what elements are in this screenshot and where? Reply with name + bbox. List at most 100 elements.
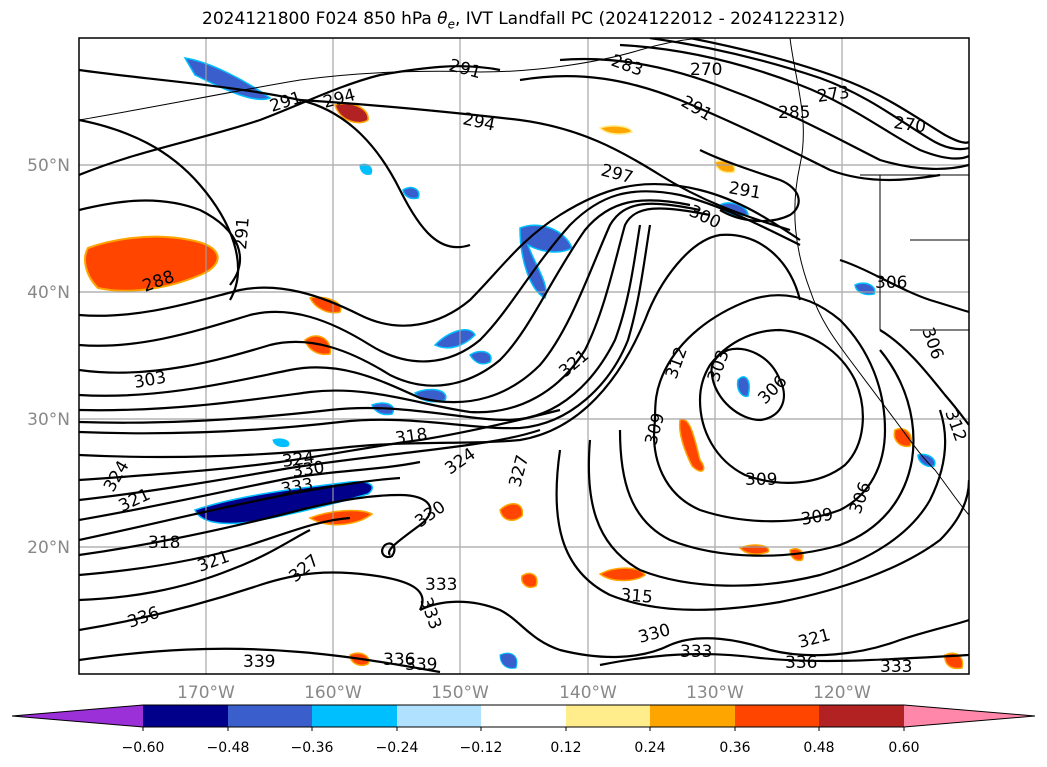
lat-label-20: 20°N (27, 538, 70, 558)
colorbar: −0.60 −0.48 −0.36 −0.24 −0.12 0.12 0.24 … (11, 704, 1036, 756)
contour-label: 333 (680, 642, 712, 662)
contour-line (79, 529, 311, 602)
contour-line (79, 118, 240, 301)
contour-label: 336 (383, 650, 415, 670)
contour-line (587, 409, 947, 587)
ivt-patch (304, 335, 332, 356)
colorbar-max-extend (904, 705, 1035, 727)
contour-line (555, 449, 969, 611)
lon-label-170w: 170°W (177, 683, 235, 703)
contour-line (79, 408, 561, 482)
contour-line (79, 199, 691, 387)
colorbar-min-extend (12, 705, 143, 727)
contour-line (381, 542, 396, 559)
contour-label: 333 (880, 657, 912, 677)
lon-label-160w: 160°W (304, 683, 362, 703)
lat-label-30: 30°N (27, 410, 70, 430)
colorbar-tick-label: 0.48 (803, 740, 834, 756)
contour-line (653, 294, 887, 523)
lon-label-140w: 140°W (559, 683, 617, 703)
map-panel (79, 38, 969, 674)
contour-line (649, 38, 969, 151)
lat-label-40: 40°N (27, 283, 70, 303)
ivt-patch (84, 235, 219, 292)
ivt-patch (893, 428, 912, 448)
contour-line (79, 190, 801, 363)
ivt-patch (598, 567, 646, 582)
ivt-patch (468, 350, 492, 365)
latitude-labels: 50°N 40°N 30°N 20°N (27, 156, 70, 558)
contour-line (839, 258, 969, 314)
colorbar-segment (312, 705, 397, 727)
contour-label: 330 (291, 458, 326, 482)
contour-label: 333 (425, 575, 457, 595)
contour-label: 285 (778, 103, 810, 123)
ivt-patch (736, 376, 750, 398)
ivt-patch (499, 503, 524, 521)
contour-label: 291 (231, 216, 254, 250)
ivt-patch (520, 572, 538, 588)
contour-line (599, 652, 969, 667)
contour-line (79, 647, 441, 674)
contour-label: 324 (281, 448, 316, 472)
ivt-patch (499, 652, 518, 669)
contour-line (619, 43, 969, 160)
contour-line (79, 493, 432, 557)
state-border (860, 174, 969, 331)
coastline-west-america (789, 38, 969, 516)
contour-line (79, 68, 471, 249)
colorbar-segment (481, 705, 566, 727)
title-suffix: , IVT Landfall PC (2024122012 - 20241223… (454, 9, 845, 29)
contour-line (79, 182, 801, 327)
coastline-alaska (79, 38, 701, 121)
contour-line (699, 149, 800, 223)
contour-label: 270 (892, 113, 927, 137)
title-theta-sub: e (447, 17, 455, 32)
colorbar-segment (566, 705, 650, 727)
colorbar-tick-label: 0.12 (550, 740, 581, 756)
colorbar-segment (228, 705, 312, 727)
title-prefix: 2024121800 F024 850 hPa (202, 9, 438, 29)
colorbar-segment (819, 705, 904, 727)
colorbar-segment (143, 705, 228, 727)
contour-line (79, 199, 242, 286)
colorbar-tick-label: −0.48 (207, 740, 250, 756)
contour-label: 270 (690, 60, 722, 80)
contour-label: 309 (745, 470, 777, 490)
ivt-patch (402, 186, 420, 200)
contour-line (79, 428, 541, 502)
contour-line (79, 202, 701, 404)
contour-label: 336 (785, 653, 817, 673)
lon-label-120w: 120°W (813, 683, 871, 703)
contour-line (79, 460, 421, 522)
colorbar-tick-label: −0.12 (460, 740, 503, 756)
contour-line (299, 98, 791, 232)
lat-label-50: 50°N (27, 156, 70, 176)
title-theta: θ (437, 9, 448, 29)
contour-line (559, 57, 969, 170)
ivt-patch (598, 125, 633, 135)
colorbar-segment (397, 705, 481, 727)
colorbar-segment (735, 705, 819, 727)
contour-line (79, 516, 351, 577)
contour-label: 339 (405, 655, 437, 675)
contour-line (879, 329, 969, 426)
contour-label: 306 (875, 273, 907, 293)
map-frame (78, 37, 970, 675)
colorbar-tick-label: −0.60 (122, 740, 165, 756)
contour-line (79, 233, 802, 459)
contour-line (79, 571, 424, 632)
contour-label: 315 (620, 585, 654, 608)
colorbar-tick-label: 0.24 (634, 740, 665, 756)
contour-line (79, 224, 652, 435)
contour-line (710, 347, 786, 422)
ivt-patch (678, 418, 705, 472)
lon-label-130w: 130°W (686, 683, 744, 703)
theta-e-contours (79, 38, 969, 674)
contour-label: 318 (394, 425, 429, 449)
colorbar-tick-label: 0.60 (888, 740, 919, 756)
contour-line (419, 600, 969, 659)
colorbar-tick-label: −0.24 (376, 740, 419, 756)
ivt-patch (519, 224, 573, 300)
